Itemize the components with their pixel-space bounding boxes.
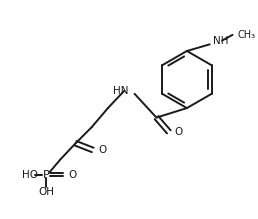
Text: O: O: [174, 127, 183, 137]
Text: P: P: [43, 170, 50, 180]
Text: NH: NH: [213, 37, 228, 46]
Text: O: O: [98, 145, 107, 155]
Text: HO: HO: [22, 170, 38, 180]
Text: CH₃: CH₃: [237, 30, 255, 40]
Text: HN: HN: [113, 86, 129, 96]
Text: O: O: [68, 170, 76, 180]
Text: OH: OH: [38, 187, 54, 197]
